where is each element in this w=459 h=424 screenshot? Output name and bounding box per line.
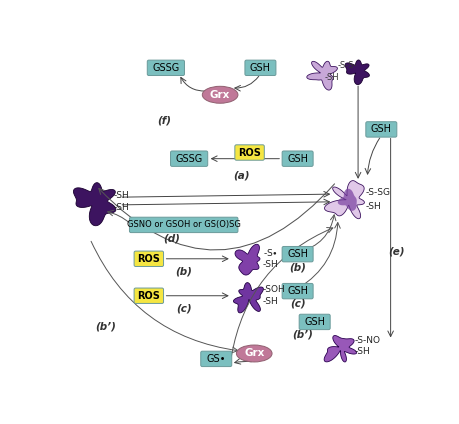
Text: GSH: GSH: [304, 317, 325, 327]
FancyBboxPatch shape: [282, 246, 313, 262]
Polygon shape: [234, 283, 263, 313]
Polygon shape: [307, 61, 337, 90]
Text: (c): (c): [290, 298, 305, 308]
Text: GSNO or GSOH or GS(O)SG: GSNO or GSOH or GS(O)SG: [127, 220, 241, 229]
Text: -SH: -SH: [113, 191, 129, 200]
Text: (e): (e): [388, 246, 404, 256]
Text: (c): (c): [176, 303, 191, 313]
Text: Grx: Grx: [244, 349, 264, 358]
Text: GSSG: GSSG: [152, 63, 179, 73]
FancyBboxPatch shape: [171, 151, 208, 166]
Text: GSH: GSH: [371, 124, 392, 134]
Text: -SH: -SH: [263, 259, 279, 269]
Text: (b’): (b’): [292, 329, 313, 339]
Polygon shape: [338, 189, 357, 211]
FancyBboxPatch shape: [134, 288, 163, 304]
Text: -S-S-: -S-S-: [337, 61, 357, 70]
Text: -SH: -SH: [325, 73, 339, 82]
Text: -SH: -SH: [355, 347, 371, 357]
Polygon shape: [325, 181, 364, 219]
Text: -SH: -SH: [263, 297, 279, 306]
Text: -SH: -SH: [113, 204, 129, 212]
FancyBboxPatch shape: [134, 251, 163, 266]
Polygon shape: [345, 60, 369, 84]
Text: (f): (f): [157, 115, 171, 125]
FancyBboxPatch shape: [235, 145, 264, 160]
Text: GSH: GSH: [250, 63, 271, 73]
FancyBboxPatch shape: [282, 151, 313, 166]
Ellipse shape: [202, 86, 238, 103]
Text: GSSG: GSSG: [175, 153, 203, 164]
Text: Grx: Grx: [210, 90, 230, 100]
Text: ROS: ROS: [137, 291, 160, 301]
Text: -SOH: -SOH: [263, 285, 285, 294]
Text: ROS: ROS: [238, 148, 261, 158]
Text: (a): (a): [234, 170, 250, 181]
Polygon shape: [73, 183, 116, 226]
Polygon shape: [324, 335, 357, 362]
Text: -S-NO: -S-NO: [355, 336, 381, 345]
Text: (b’): (b’): [95, 321, 116, 332]
FancyBboxPatch shape: [147, 60, 185, 75]
Ellipse shape: [236, 345, 272, 362]
Text: (d): (d): [164, 234, 180, 244]
Text: ROS: ROS: [137, 254, 160, 264]
FancyBboxPatch shape: [201, 351, 232, 367]
Text: GS•: GS•: [207, 354, 226, 364]
Text: (b): (b): [175, 266, 192, 276]
Text: (b): (b): [289, 262, 306, 272]
Text: GSH: GSH: [287, 153, 308, 164]
Text: GSH: GSH: [287, 249, 308, 259]
Text: GSH: GSH: [287, 286, 308, 296]
FancyBboxPatch shape: [129, 217, 238, 233]
Text: -SH: -SH: [366, 202, 381, 211]
FancyBboxPatch shape: [299, 314, 330, 329]
FancyBboxPatch shape: [245, 60, 276, 75]
Polygon shape: [235, 244, 260, 275]
Text: -S$\bullet$: -S$\bullet$: [263, 247, 278, 258]
Text: -S-SG: -S-SG: [366, 188, 391, 197]
FancyBboxPatch shape: [282, 283, 313, 299]
FancyBboxPatch shape: [366, 122, 397, 137]
